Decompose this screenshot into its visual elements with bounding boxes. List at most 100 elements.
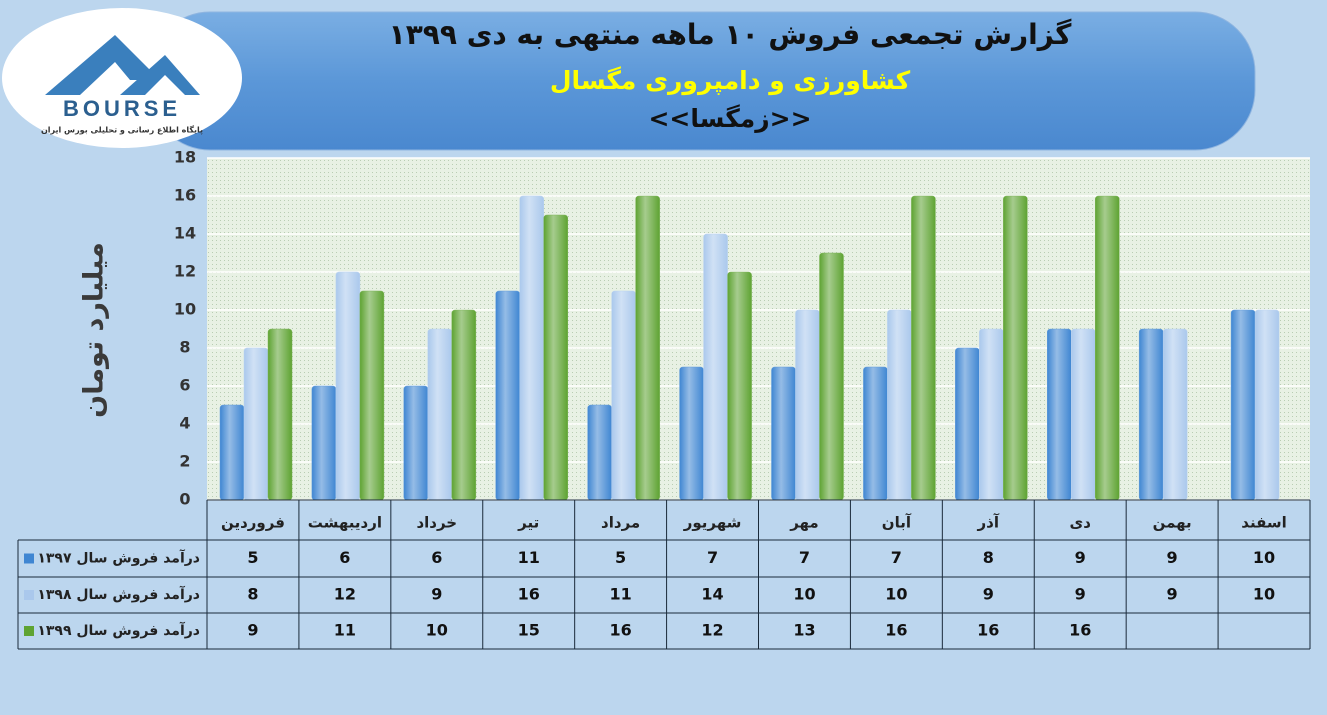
table-value: 16 (977, 621, 999, 640)
legend-swatch (24, 590, 34, 600)
bar (267, 328, 293, 501)
y-axis-label: میلیارد تومان (79, 242, 110, 418)
bar (1095, 195, 1120, 501)
bar (1254, 309, 1280, 501)
table-value: 10 (885, 585, 907, 604)
bar (819, 252, 844, 501)
table-value: 16 (1069, 621, 1091, 640)
table-value: 9 (1167, 585, 1178, 604)
legend-swatch (24, 626, 34, 636)
x-tick-label: اسفند (1241, 514, 1286, 532)
bar (611, 290, 636, 501)
table-value: 12 (334, 585, 356, 604)
table-value: 16 (885, 621, 907, 640)
bar (863, 366, 888, 501)
x-tick-label: شهریور (683, 514, 742, 532)
x-tick-label: آذر (977, 514, 1000, 532)
y-tick-label: 18 (174, 148, 196, 167)
table-value: 7 (707, 548, 718, 567)
x-tick-label: مرداد (601, 514, 640, 532)
bar (911, 195, 936, 501)
bar (771, 366, 796, 501)
x-tick-label: دی (1069, 514, 1091, 532)
bar (1138, 328, 1164, 501)
chart-symbol: <<زمگسا>> (648, 104, 811, 133)
x-tick-label: بهمن (1153, 514, 1192, 532)
logo-bg (2, 8, 242, 148)
y-tick-label: 4 (179, 414, 190, 433)
bar (887, 309, 912, 501)
bar (587, 404, 612, 501)
table-value: 8 (247, 585, 258, 604)
bar (1003, 195, 1028, 501)
logo-mark (45, 35, 200, 95)
table-value: 5 (247, 548, 258, 567)
table-value: 9 (1075, 585, 1086, 604)
bar (795, 309, 820, 501)
bar (311, 385, 337, 501)
chart-subtitle: کشاورزی و دامپروری مگسال (550, 66, 911, 96)
table-value: 9 (431, 585, 442, 604)
chart-title: گزارش تجمعی فروش ۱۰ ماهه منتهی به دی ۱۳۹… (389, 18, 1072, 51)
legend-label: درآمد فروش سال ۱۳۹۸ (37, 585, 200, 603)
y-tick-label: 16 (174, 186, 196, 205)
bar (635, 195, 660, 501)
table-value: 10 (1253, 585, 1275, 604)
table-value: 16 (518, 585, 540, 604)
table-value: 15 (518, 621, 540, 640)
bar (1047, 328, 1072, 501)
bar (679, 366, 704, 501)
table-value: 16 (609, 621, 631, 640)
y-tick-label: 12 (174, 262, 196, 281)
bar (727, 271, 752, 501)
bar (451, 309, 477, 501)
logo-tagline: پایگاه اطلاع رسانی و تحلیلی بورس ایران (41, 125, 203, 136)
table-value: 9 (983, 585, 994, 604)
bar (335, 271, 361, 501)
bar (519, 195, 544, 501)
bar (427, 328, 453, 501)
bar (979, 328, 1004, 501)
bar (219, 404, 245, 501)
table-value: 10 (793, 585, 815, 604)
x-tick-label: فروردین (221, 514, 285, 532)
bar (403, 385, 429, 501)
bar (1162, 328, 1188, 501)
bar (495, 290, 520, 501)
table-value: 9 (1075, 548, 1086, 567)
logo-name: BOURSE (63, 96, 181, 121)
bar (243, 347, 269, 501)
plot-area (207, 158, 1310, 500)
table-value: 10 (1253, 548, 1275, 567)
bar (1071, 328, 1096, 501)
bar (1230, 309, 1256, 501)
x-tick-label: آبان (882, 514, 912, 532)
table-value: 11 (609, 585, 631, 604)
bar (359, 290, 385, 501)
table-value: 11 (518, 548, 540, 567)
table-value: 7 (799, 548, 810, 567)
y-tick-label: 2 (179, 452, 190, 471)
table-value: 12 (701, 621, 723, 640)
table-value: 6 (339, 548, 350, 567)
x-tick-label: تیر (517, 514, 539, 532)
y-tick-label: 6 (179, 376, 190, 395)
table-value: 13 (793, 621, 815, 640)
x-tick-label: مهر (789, 514, 819, 532)
table-value: 8 (983, 548, 994, 567)
legend-label: درآمد فروش سال ۱۳۹۹ (37, 621, 200, 639)
table-value: 6 (431, 548, 442, 567)
legend-swatch (24, 553, 34, 564)
x-tick-label: خرداد (416, 514, 457, 532)
bar (703, 233, 728, 501)
x-tick-label: اردیبهشت (308, 514, 382, 532)
bar (543, 214, 568, 501)
y-tick-label: 10 (174, 300, 196, 319)
bar (955, 347, 980, 501)
table-value: 5 (615, 548, 626, 567)
y-tick-label: 0 (179, 490, 190, 509)
y-tick-label: 8 (179, 338, 190, 357)
table-value: 7 (891, 548, 902, 567)
table-value: 14 (701, 585, 723, 604)
y-tick-label: 14 (174, 224, 196, 243)
